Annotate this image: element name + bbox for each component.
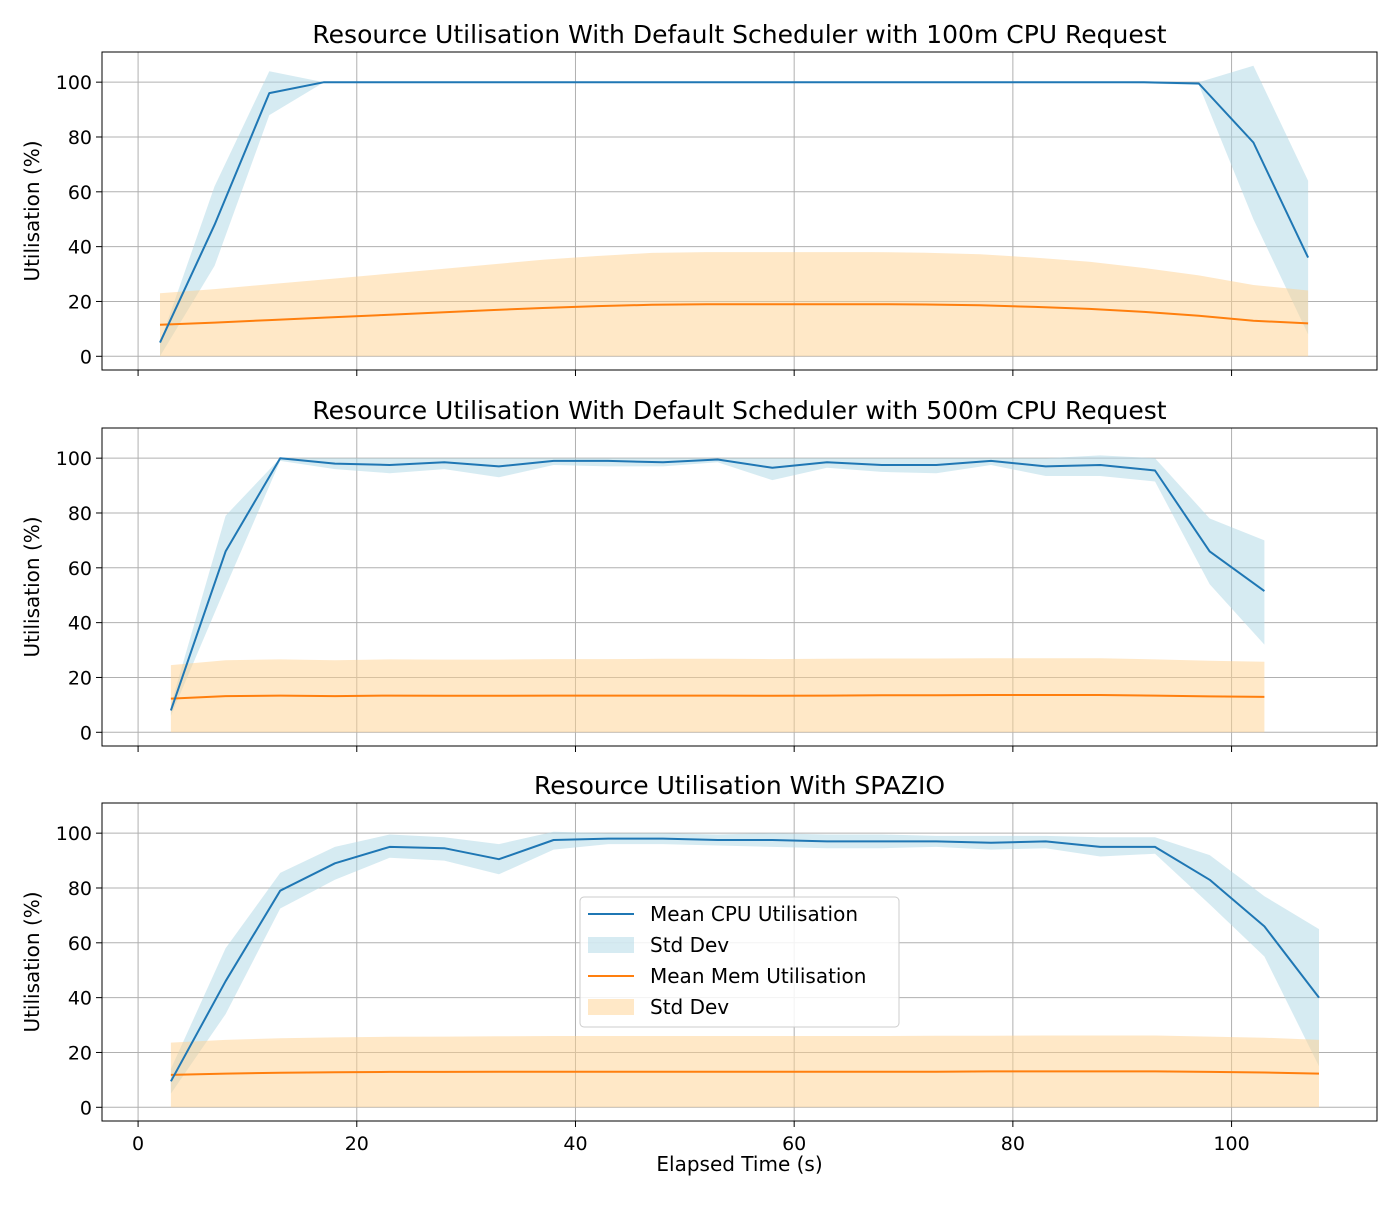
legend-label: Std Dev <box>650 995 729 1019</box>
axes-frame <box>101 427 1378 747</box>
y-axis-label: Utilisation (%) <box>20 516 44 657</box>
x-tick-label: 0 <box>132 1133 144 1155</box>
cpu-mean-line <box>170 837 1320 1082</box>
legend-box <box>579 896 900 1028</box>
legend: Mean CPU Utilisation Std Dev Mean Mem Util… <box>579 896 900 1028</box>
y-tick-label: 60 <box>68 182 92 204</box>
legend-band-swatch <box>588 999 634 1015</box>
y-axis-label: Utilisation (%) <box>20 891 44 1032</box>
x-tick-label: 80 <box>1001 1133 1025 1155</box>
x-tick-label: 100 <box>1213 1133 1249 1155</box>
y-tick-label: 80 <box>68 127 92 149</box>
mem-mean-line <box>159 303 1309 326</box>
chart-title: Resource Utilisation With SPAZIO <box>534 771 945 800</box>
chart-title: Resource Utilisation With Default Schedu… <box>312 396 1166 425</box>
x-tick-label: 20 <box>345 1133 369 1155</box>
y-tick-label: 80 <box>68 878 92 900</box>
y-tick-label: 100 <box>56 72 92 94</box>
y-tick-label: 60 <box>68 558 92 580</box>
x-tick-label: 40 <box>563 1133 587 1155</box>
y-tick-label: 40 <box>68 237 92 259</box>
y-tick-label: 0 <box>80 1097 92 1119</box>
panel-2: 0 20 40 60 80 100 Resource Utilisation With De… <box>20 396 1378 752</box>
cpu-std-band <box>170 455 1265 716</box>
legend-band-swatch <box>588 937 634 953</box>
y-tick-label: 0 <box>80 346 92 368</box>
panel-1: 0 20 40 60 80 100 Resource Utilisation With De… <box>20 20 1378 376</box>
y-tick-label: 80 <box>68 503 92 525</box>
x-axis-label: Elapsed Time (s) <box>656 1152 822 1176</box>
y-tick-label: 20 <box>68 667 92 689</box>
y-tick-label: 40 <box>68 988 92 1010</box>
y-tick-label: 100 <box>56 448 92 470</box>
y-tick-label: 40 <box>68 613 92 635</box>
legend-label: Mean CPU Utilisation <box>650 902 858 926</box>
cpu-std-band <box>170 831 1319 1094</box>
cpu-std-band <box>160 65 1309 357</box>
y-tick-label: 0 <box>80 722 92 744</box>
y-axis-label: Utilisation (%) <box>20 140 44 281</box>
cpu-mean-line <box>169 457 1265 711</box>
cpu-mean-line <box>159 81 1310 344</box>
mem-mean-line <box>170 1070 1320 1076</box>
chart-title: Resource Utilisation With Default Schedu… <box>312 20 1166 49</box>
y-tick-label: 60 <box>68 933 92 955</box>
legend-label: Std Dev <box>650 933 729 957</box>
x-tick-label: 60 <box>782 1133 806 1155</box>
axes-frame <box>101 802 1378 1122</box>
mem-mean-line <box>170 694 1265 700</box>
y-tick-label: 20 <box>68 1042 92 1064</box>
y-tick-label: 20 <box>68 291 92 313</box>
y-tick-label: 100 <box>56 823 92 845</box>
legend-label: Mean Mem Utilisation <box>650 964 866 988</box>
axes-frame <box>101 51 1378 371</box>
